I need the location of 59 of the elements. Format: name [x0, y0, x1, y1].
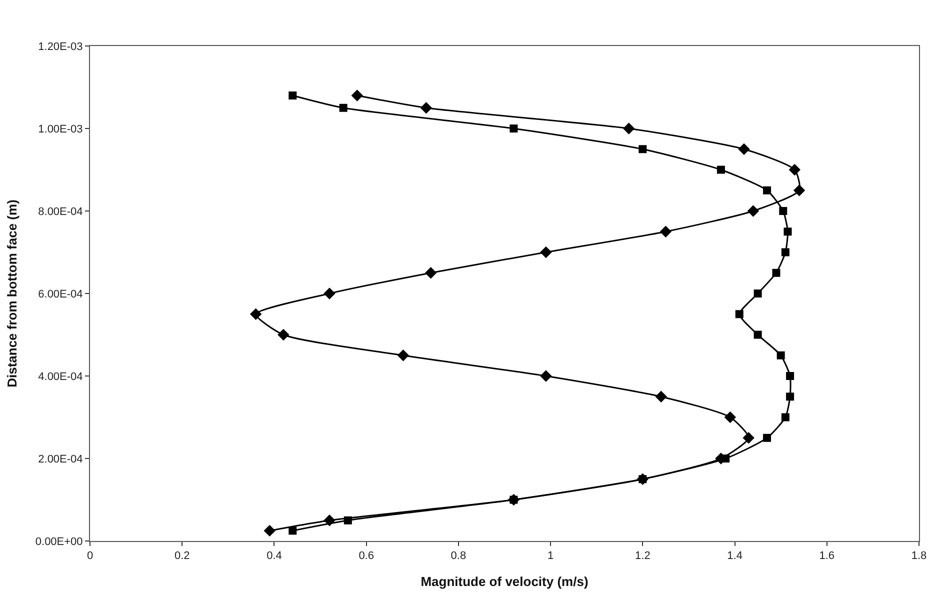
point	[754, 290, 762, 298]
y-tick-label: 2.00E-04	[38, 453, 83, 466]
point	[339, 104, 348, 112]
x-tick-label: 0.6	[358, 550, 374, 562]
point	[264, 524, 276, 537]
y-axis-title: Distance from bottom face (m)	[4, 200, 20, 388]
point	[540, 370, 552, 382]
x-tick-label: 0.4	[266, 550, 282, 562]
point	[716, 166, 725, 174]
x-tick-label: 1.8	[911, 550, 927, 562]
point	[784, 228, 792, 236]
point	[722, 454, 730, 462]
x-tick-label: 1	[547, 550, 554, 562]
point	[747, 205, 760, 217]
point	[738, 143, 750, 155]
point	[793, 184, 806, 196]
point	[540, 246, 552, 258]
point	[638, 145, 647, 154]
y-tick-label: 8.00E-04	[38, 206, 83, 218]
point	[742, 432, 754, 444]
point	[660, 226, 672, 238]
point	[397, 350, 410, 362]
point	[786, 372, 794, 380]
x-axis-title: Magnitude of velocity (m/s)	[420, 574, 588, 589]
point	[288, 92, 297, 100]
y-tick-label: 1.20E-03	[38, 40, 83, 53]
point	[351, 90, 363, 102]
x-tick-label: 0.2	[174, 550, 190, 562]
point	[344, 516, 352, 524]
y-tick-label: 0.00E+00	[35, 536, 83, 548]
point	[772, 268, 780, 277]
point	[424, 267, 437, 279]
y-tick-label: 6.00E-04	[38, 288, 83, 300]
point	[735, 310, 744, 318]
point	[278, 328, 290, 341]
x-tick-label: 0.8	[450, 550, 466, 562]
point	[786, 392, 794, 401]
point	[724, 411, 736, 424]
x-tick-label: 1.6	[819, 550, 835, 562]
x-tick-label: 0	[86, 550, 94, 562]
point	[781, 248, 790, 256]
y-tick-label: 1.00E-03	[38, 123, 83, 136]
point	[754, 330, 762, 339]
point	[510, 124, 518, 132]
x-tick-label: 1.2	[635, 550, 650, 562]
point	[788, 164, 800, 176]
y-tick-label: 4.00E-04	[38, 370, 83, 383]
point	[288, 526, 297, 535]
x-tick-label: 1.4	[727, 550, 742, 562]
point	[776, 351, 785, 360]
point	[250, 308, 262, 320]
point	[781, 413, 790, 422]
point	[420, 102, 432, 114]
point	[763, 434, 772, 442]
point	[324, 288, 336, 300]
point	[779, 207, 788, 215]
point	[763, 186, 772, 194]
point	[655, 390, 667, 402]
point	[623, 122, 635, 134]
